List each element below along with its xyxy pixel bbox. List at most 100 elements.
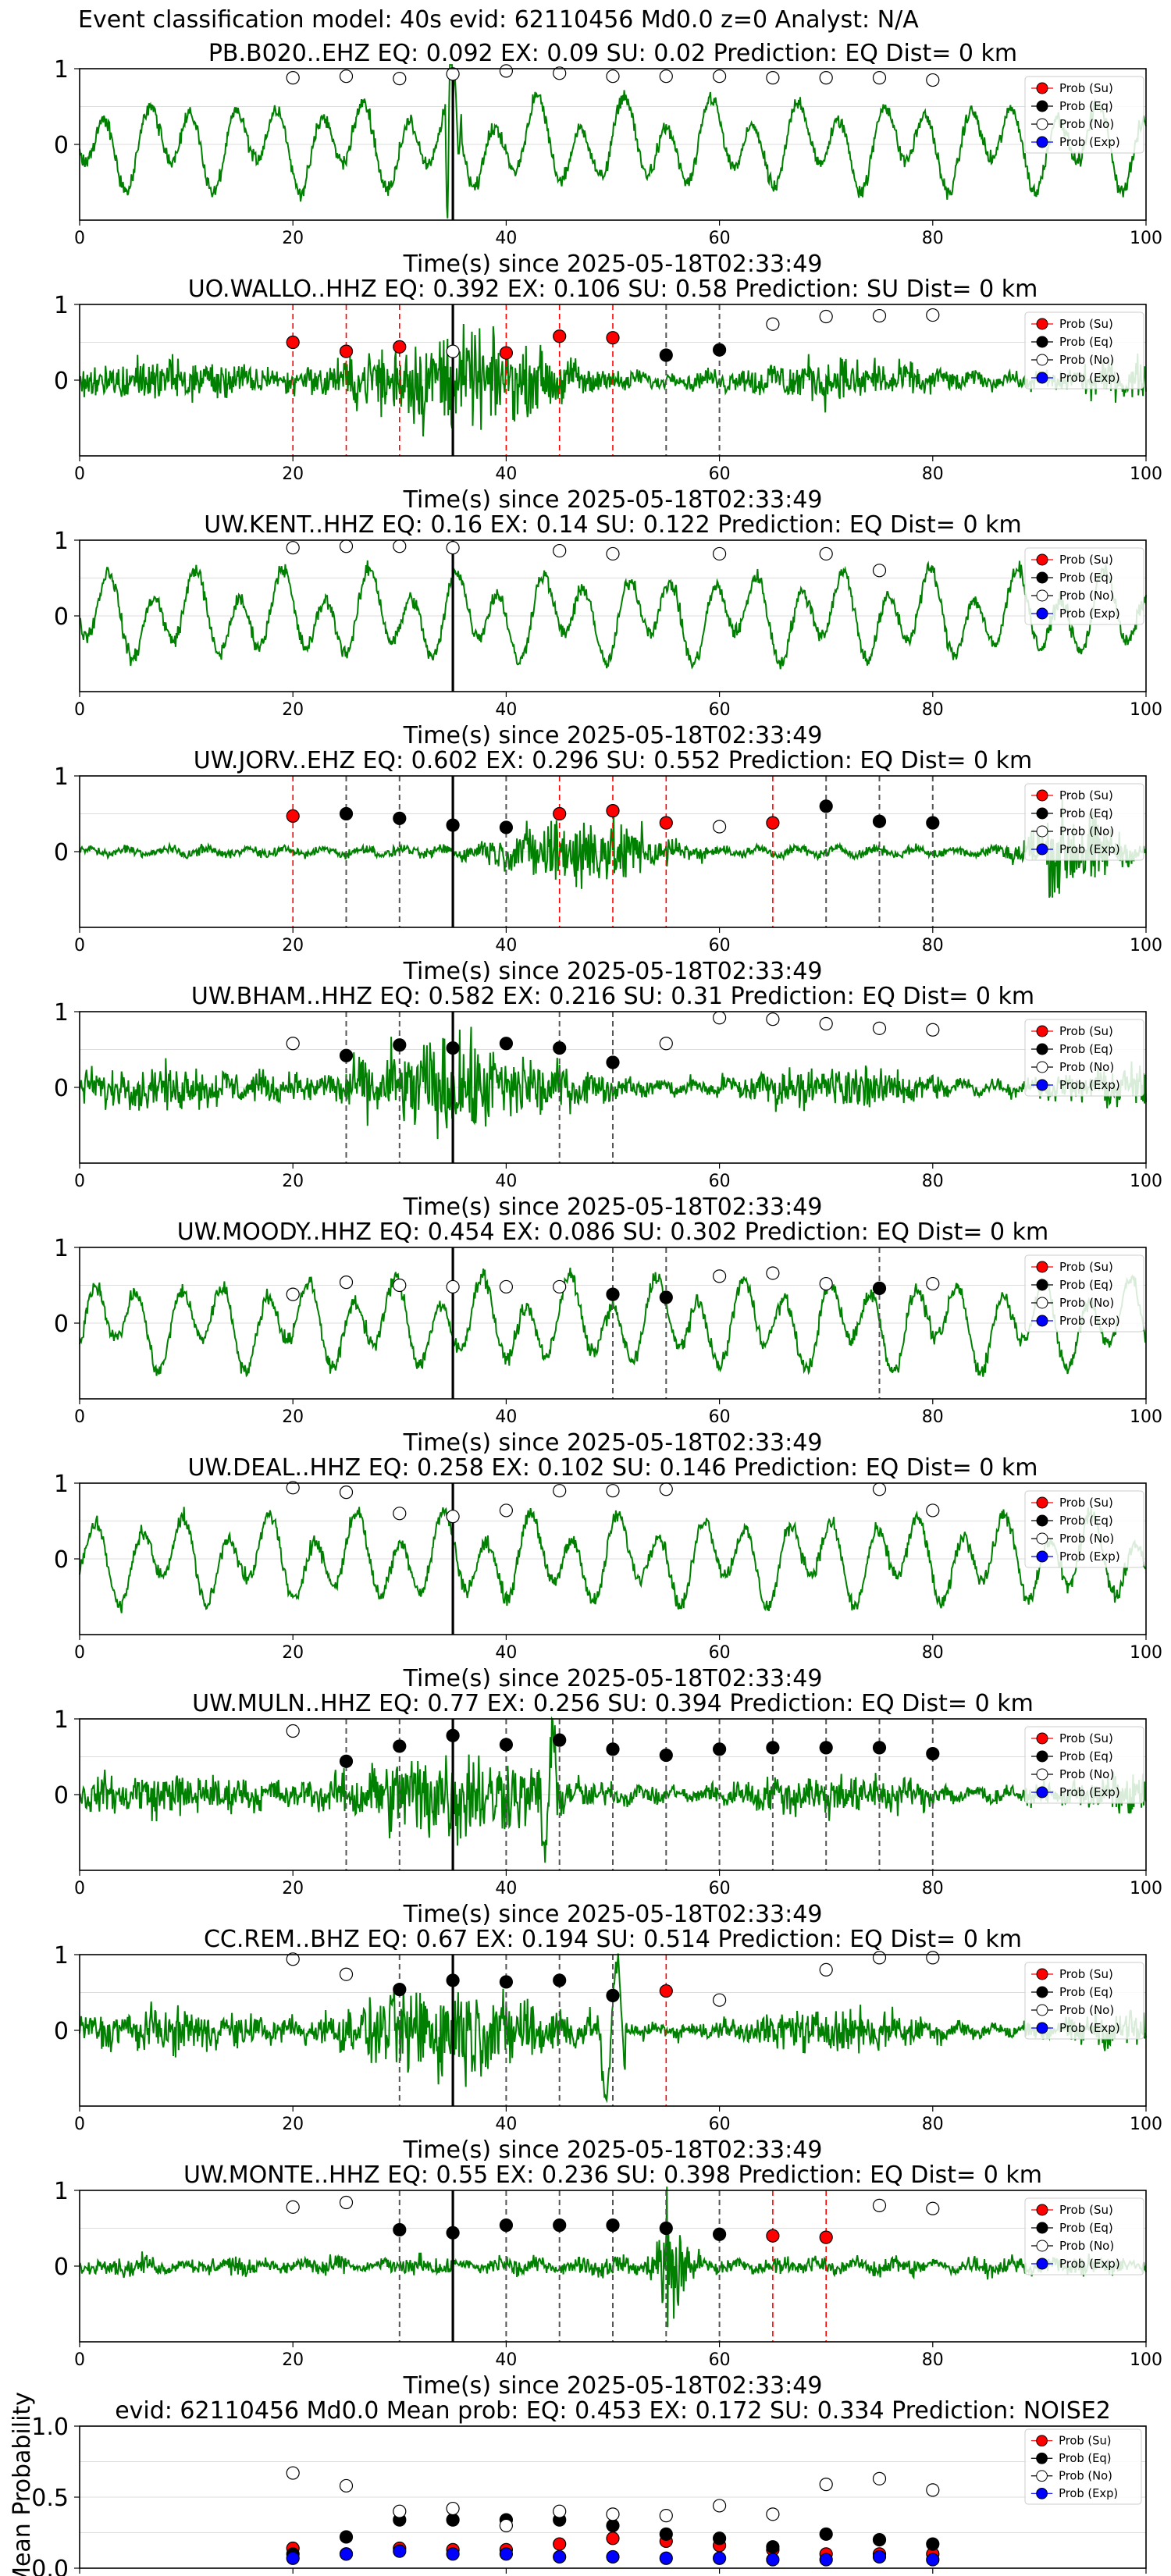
legend-label-su: Prob (Su) [1059,2435,1111,2448]
legend-label-exp: Prob (Exp) [1059,1078,1120,1092]
prob-point-no [872,2198,887,2212]
x-tick-label: 80 [922,2115,944,2134]
prob-point-eq [659,1290,673,1304]
y-tick-label: 0 [54,132,69,159]
legend-label-no: Prob (No) [1059,2239,1114,2253]
legend-label-no: Prob (No) [1059,824,1114,838]
x-tick-label: 20 [282,464,304,484]
legend-label-eq: Prob (Eq) [1059,1985,1113,1999]
prob-point-su [393,340,407,354]
legend-marker-exp [1036,843,1048,856]
prob-point-no [286,1037,300,1051]
x-tick-label: 40 [495,1172,517,1191]
legend-box [1024,1962,1144,2040]
prob-point-eq [819,1741,833,1755]
legend-label-exp: Prob (Exp) [1059,842,1120,856]
panel-title: UW.DEAL..HHZ EQ: 0.258 EX: 0.102 SU: 0.1… [187,1454,1038,1482]
mean-prob-point-no [926,2483,940,2497]
panel-title: UW.MONTE..HHZ EQ: 0.55 EX: 0.236 SU: 0.3… [183,2161,1042,2189]
prob-point-eq [606,2218,620,2233]
prob-point-no [286,1952,300,1966]
mean-prob-point-exp [339,2547,354,2561]
x-axis-label: Time(s) since 2025-05-18T02:33:49 [403,958,823,985]
legend-label-exp: Prob (Exp) [1059,371,1120,385]
panel-8: UW.MULN..HHZ EQ: 0.77 EX: 0.256 SU: 0.39… [54,1690,1162,1928]
prob-point-no [499,64,514,78]
panel-6: UW.MOODY..HHZ EQ: 0.454 EX: 0.086 SU: 0.… [54,1219,1162,1457]
panel-title: UW.JORV..EHZ EQ: 0.602 EX: 0.296 SU: 0.5… [194,747,1032,774]
legend-label-su: Prob (Su) [1059,1024,1113,1038]
prob-point-no [286,2200,300,2214]
x-tick-label: 0 [74,2350,85,2370]
prob-point-no [499,1503,514,1517]
prob-point-no [393,72,407,86]
prob-point-eq [339,806,354,821]
prob-point-no [872,1021,887,1035]
x-tick-label: 80 [922,1172,944,1191]
prob-point-no [393,1278,407,1293]
legend-label-eq: Prob (Eq) [1059,335,1113,349]
x-tick-label: 100 [1130,700,1162,720]
legend-label-exp: Prob (Exp) [1059,135,1120,149]
x-tick-label: 60 [709,229,731,248]
x-tick-label: 0 [74,1172,85,1191]
legend-label-su: Prob (Su) [1059,2203,1113,2217]
y-tick-label: 0 [54,603,69,631]
prob-point-eq [446,1973,460,1987]
panel-9: CC.REM..BHZ EQ: 0.67 EX: 0.194 SU: 0.514… [54,1926,1162,2164]
legend-marker-eq [1036,1279,1048,1291]
x-axis-label: Time(s) since 2025-05-18T02:33:49 [403,722,823,749]
x-tick-label: 100 [1130,1643,1162,1663]
waveform-trace [79,560,1147,670]
x-tick-label: 20 [282,700,304,720]
x-tick-label: 60 [709,1879,731,1898]
mean-prob-point-exp [286,2551,300,2565]
x-tick-label: 20 [282,2115,304,2134]
legend-marker-exp [1036,607,1048,620]
prob-point-no [446,1279,460,1294]
x-tick-label: 80 [922,464,944,484]
y-tick-label: 0 [54,2018,69,2045]
prob-point-eq [499,1037,514,1051]
legend-label-no: Prob (No) [1059,1296,1114,1310]
x-tick-label: 0 [74,1643,85,1663]
legend-label-no: Prob (No) [1059,1767,1114,1781]
legend-label-eq: Prob (Eq) [1059,1514,1113,1528]
prob-point-eq [712,2227,727,2241]
x-tick-label: 80 [922,229,944,248]
legend-marker-no [1036,354,1048,366]
prob-point-eq [926,816,940,830]
panel-4: UW.JORV..EHZ EQ: 0.602 EX: 0.296 SU: 0.5… [54,747,1162,985]
panel-mean-probability: evid: 62110456 Md0.0 Mean prob: EQ: 0.45… [9,2392,1147,2576]
prob-point-no [446,67,460,81]
panel-5: UW.BHAM..HHZ EQ: 0.582 EX: 0.216 SU: 0.3… [54,983,1162,1221]
prob-point-su [499,346,514,360]
legend-label-exp: Prob (Exp) [1059,2487,1118,2500]
prob-point-no [606,546,620,561]
legend-label-eq: Prob (Eq) [1059,99,1113,113]
y-tick-label: 1 [54,763,69,791]
legend-label-no: Prob (No) [1059,353,1114,367]
panel-title: UW.BHAM..HHZ EQ: 0.582 EX: 0.216 SU: 0.3… [191,983,1034,1010]
prob-point-eq [393,1038,407,1052]
prob-point-no [926,1023,940,1037]
legend-label-su: Prob (Su) [1059,553,1113,567]
legend-marker-su [1036,1968,1048,1980]
legend-label-exp: Prob (Exp) [1059,2257,1120,2271]
prob-point-no [712,1993,727,2007]
legend-label-exp: Prob (Exp) [1059,1785,1120,1799]
y-tick-label: 0.5 [31,2485,69,2512]
legend-label-exp: Prob (Exp) [1059,1314,1120,1328]
mean-prob-point-eq [712,2532,727,2546]
prob-point-eq [819,799,833,813]
panel-title: UW.KENT..HHZ EQ: 0.16 EX: 0.14 SU: 0.122… [204,511,1021,539]
legend-label-no: Prob (No) [1059,2470,1112,2483]
legend-marker-no [1036,2470,1048,2482]
legend-marker-eq [1036,100,1048,112]
mean-prob-point-no [339,2478,354,2493]
legend-marker-no [1036,118,1048,130]
legend-marker-su [1036,1025,1048,1037]
prob-point-no [606,1484,620,1498]
prob-point-no [659,1037,673,1051]
legend-marker-no [1036,1297,1048,1309]
